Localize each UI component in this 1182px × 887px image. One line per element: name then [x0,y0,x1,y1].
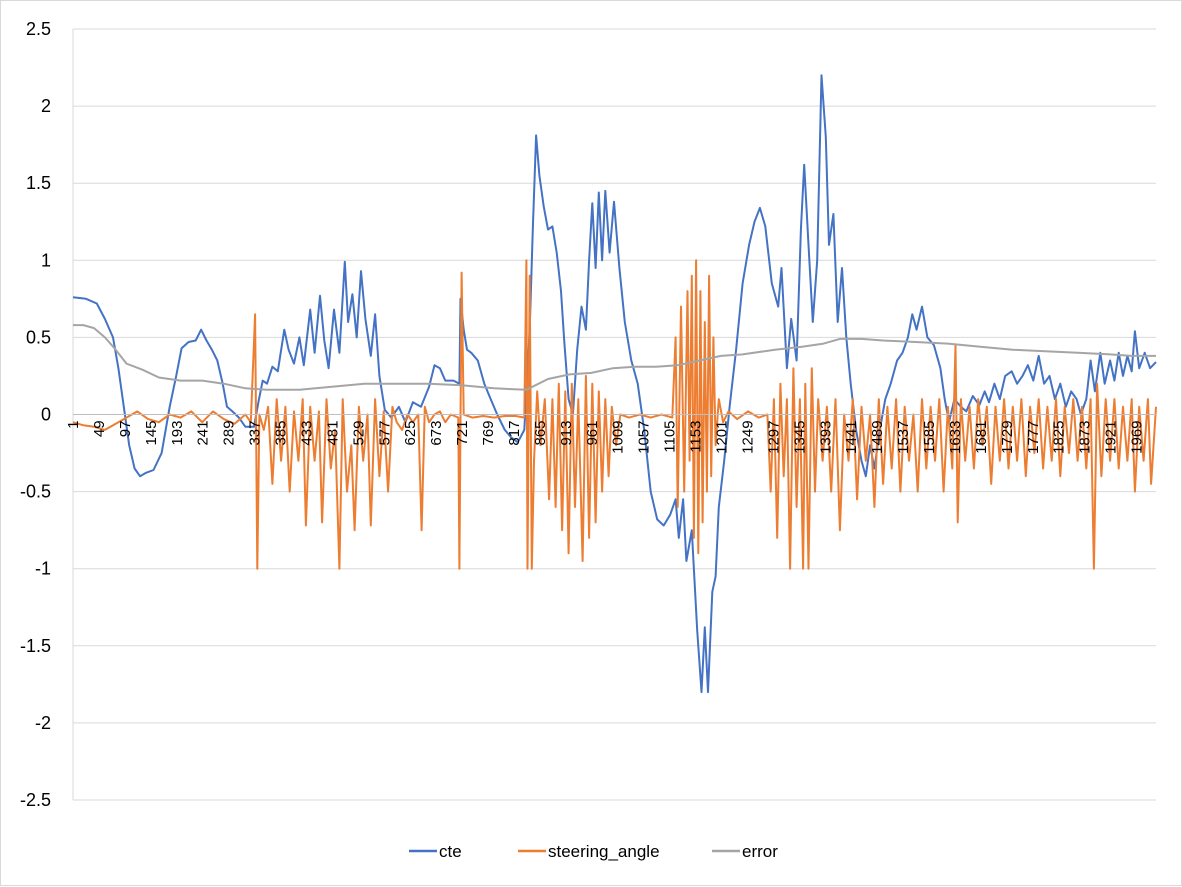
y-tick-label: -1 [35,559,51,579]
x-tick-label: 1057 [636,421,653,454]
y-tick-label: 1.5 [26,173,51,193]
y-tick-label: -2.5 [20,790,51,810]
x-tick-label: 1249 [739,420,756,453]
x-tick-label: 625 [402,420,419,445]
x-tick-label: 1633 [947,421,964,454]
legend-label: cte [439,842,462,861]
x-tick-label: 1873 [1077,421,1094,454]
y-tick-label: 2 [41,96,51,116]
y-axis: -2.5 -2 -1.5 -1 -0.5 0 0.5 1 1.5 2 2.5 [20,19,51,810]
x-tick-label: 145 [143,420,160,445]
x-tick-label: 49 [91,420,108,437]
x-tick-label: 769 [480,420,497,445]
x-tick-label: 1921 [1103,420,1120,453]
x-tick-label: 289 [221,420,238,445]
x-tick-label: 721 [454,420,471,445]
x-tick-label: 1969 [1129,420,1146,453]
y-tick-label: -0.5 [20,482,51,502]
x-tick-label: 241 [195,420,212,445]
x-tick-label: 1105 [662,420,679,452]
x-tick-label: 1393 [817,421,834,454]
x-tick-label: 961 [584,420,601,445]
series-layer [72,74,1157,694]
x-axis: 1 49 97 145 193 241 289 337 385 433 481 529 577 625 67… [65,414,1156,454]
legend-label: steering_angle [548,842,660,861]
x-tick-label: 913 [558,421,575,446]
x-tick-label: 1297 [765,421,782,454]
y-tick-label: -2 [35,713,51,733]
x-tick-label: 1441 [843,420,860,453]
x-tick-label: 1537 [895,421,912,454]
x-tick-label: 577 [376,421,393,446]
x-tick-label: 1153 [688,421,705,453]
series-line-steering-angle [72,259,1157,570]
x-tick-label: 337 [247,421,264,446]
y-tick-label: -1.5 [20,636,51,656]
x-tick-label: 1009 [610,420,627,453]
legend-label: error [742,842,778,861]
y-tick-label: 2.5 [26,19,51,39]
x-tick-label: 433 [299,421,316,446]
x-tick-label: 1825 [1051,420,1068,453]
x-tick-label: 1585 [921,420,938,453]
y-tick-label: 0 [41,405,51,425]
legend: cte steering_angle error [409,842,778,861]
x-tick-label: 1729 [999,420,1016,453]
x-tick-label: 673 [428,421,445,446]
x-tick-label: 817 [506,421,523,446]
x-tick-label: 529 [350,420,367,445]
x-tick-label: 1681 [973,420,990,453]
x-tick-label: 1777 [1025,421,1042,454]
y-tick-label: 0.5 [26,327,51,347]
series-line-cte [72,74,1157,694]
x-tick-label: 1489 [869,420,886,453]
x-tick-label: 97 [117,421,134,438]
x-tick-label: 1 [65,421,82,429]
y-tick-label: 1 [41,250,51,270]
series-line-error [73,324,1156,391]
x-tick-label: 481 [324,420,341,445]
x-tick-label: 385 [273,420,290,445]
x-tick-label: 1345 [791,420,808,453]
x-tick-label: 1201 [714,420,731,453]
x-tick-label: 865 [532,420,549,445]
x-tick-label: 193 [169,421,186,446]
